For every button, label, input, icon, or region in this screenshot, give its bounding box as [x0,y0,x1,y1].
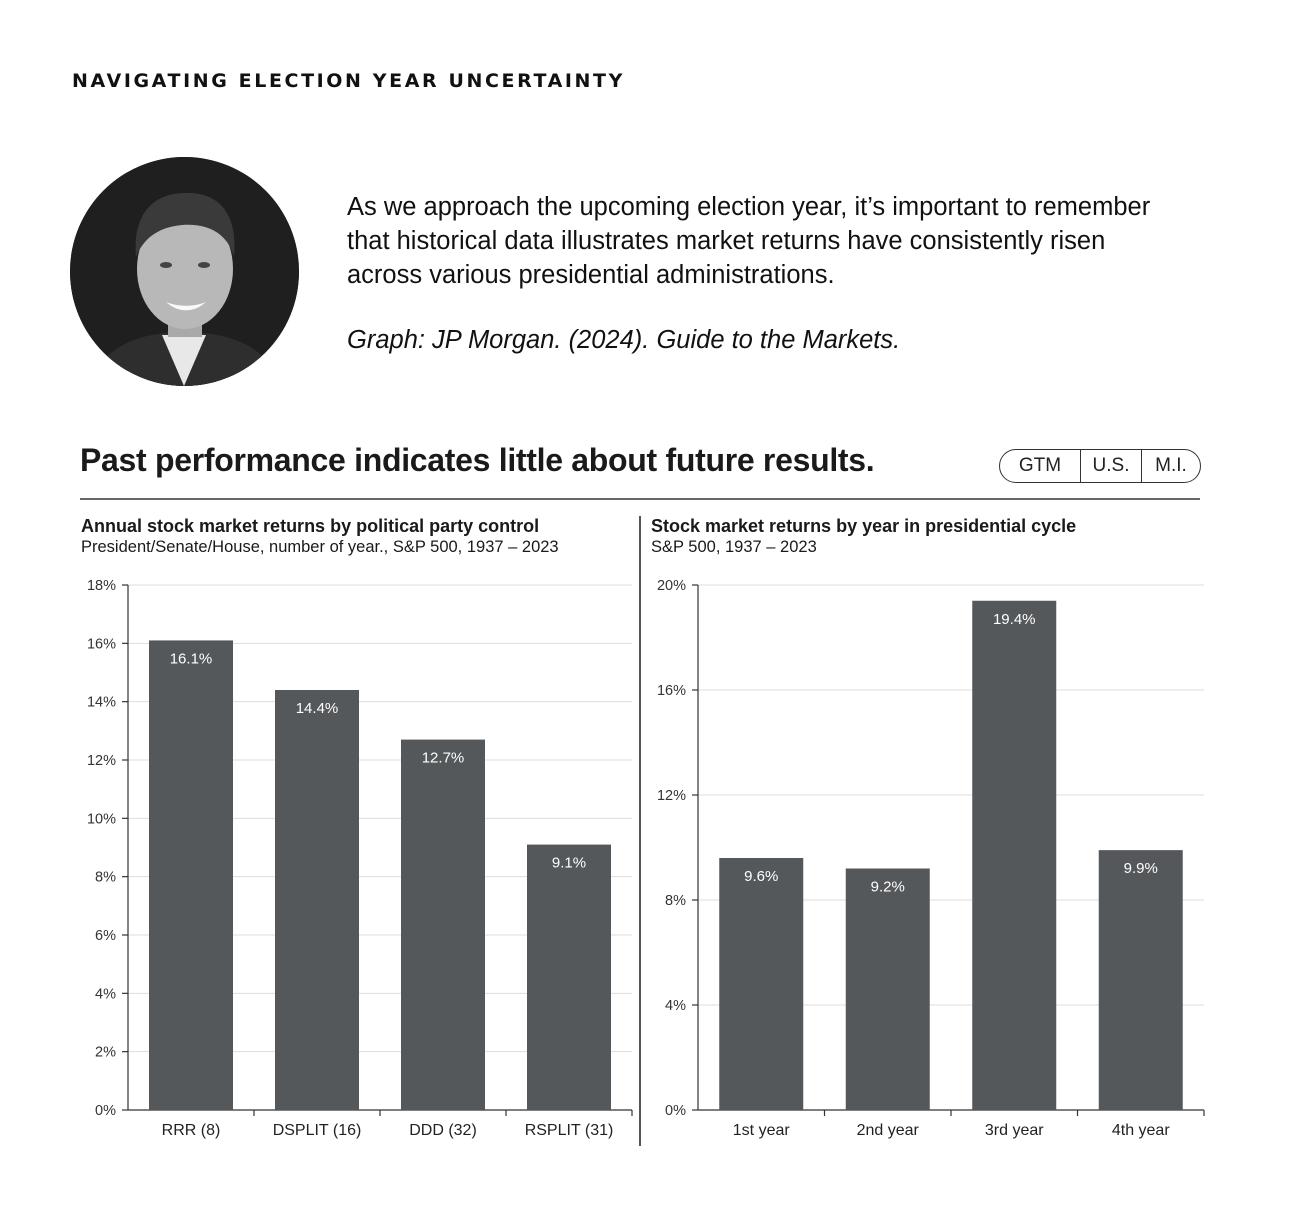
x-category-label: DDD (32) [409,1122,477,1139]
bar-value-label: 12.7% [422,750,465,767]
bar [527,844,611,1110]
y-tick-label: 8% [665,893,686,909]
left-bar-chart: 0% 2% 4% 6% 8% 10% 12% 14% 16% 18% 16.1% RRR (8) 14.… [87,578,633,1139]
x-category-label: DSPLIT (16) [273,1122,362,1139]
graphic-title: Past performance indicates little about … [80,442,875,478]
y-tick-label: 20% [657,578,686,594]
portrait-image [70,157,299,386]
y-tick-label: 8% [95,870,116,886]
y-tick-label: 14% [87,695,116,711]
x-category-label: 1st year [733,1122,791,1139]
bar [719,858,804,1110]
x-category-label: 3rd year [985,1122,1044,1139]
x-category-label: RRR (8) [162,1122,221,1139]
y-tick-label: 0% [665,1103,686,1119]
tag-gtm: GTM [1018,455,1062,476]
y-tick-label: 0% [95,1103,116,1119]
left-chart-subtitle: President/Senate/House, number of year.,… [81,538,559,556]
tag-mi: M.I. [1141,450,1200,482]
bar-value-label: 16.1% [170,650,213,667]
bar [972,600,1057,1110]
page-heading: NAVIGATING ELECTION YEAR UNCERTAINTY [72,70,625,92]
bar [401,739,485,1110]
right-chart-subtitle: S&P 500, 1937 – 2023 [651,538,817,556]
title-rule [80,498,1200,500]
y-tick-label: 18% [87,578,116,594]
author-avatar [70,157,299,386]
x-category-label: 4th year [1112,1122,1170,1139]
right-bar-chart: 0% 4% 8% 12% 16% 20% 9.6% 1st year 9.2% 2nd year 1… [657,578,1205,1139]
intro-paragraph: As we approach the upcoming election yea… [347,193,1151,289]
panel-divider [639,516,641,1146]
bar-value-label: 9.6% [744,868,778,885]
y-tick-label: 4% [95,986,116,1002]
bar [275,690,359,1110]
y-tick-label: 2% [95,1045,116,1061]
y-tick-label: 12% [657,788,686,804]
y-tick-label: 4% [665,998,686,1014]
tag-us: U.S. [1080,450,1141,482]
graphic-tags: GTM U.S. M.I. [999,449,1201,483]
y-tick-label: 6% [95,928,116,944]
y-tick-label: 16% [87,636,116,652]
graph-source: Graph: JP Morgan. (2024). Guide to the M… [347,326,901,354]
bar [1098,850,1183,1110]
bar [845,868,930,1110]
bar-value-label: 9.9% [1124,860,1158,877]
bar-value-label: 9.2% [871,879,905,896]
y-tick-label: 10% [87,811,116,827]
bar-value-label: 9.1% [552,855,586,872]
y-tick-label: 16% [657,683,686,699]
x-category-label: 2nd year [857,1122,920,1139]
y-tick-label: 12% [87,753,116,769]
x-category-label: RSPLIT (31) [525,1122,614,1139]
bar-value-label: 14.4% [296,700,339,717]
bar [149,640,233,1110]
left-chart-title: Annual stock market returns by political… [81,516,540,536]
bar-value-label: 19.4% [993,611,1036,628]
right-chart-title: Stock market returns by year in presiden… [651,516,1077,536]
